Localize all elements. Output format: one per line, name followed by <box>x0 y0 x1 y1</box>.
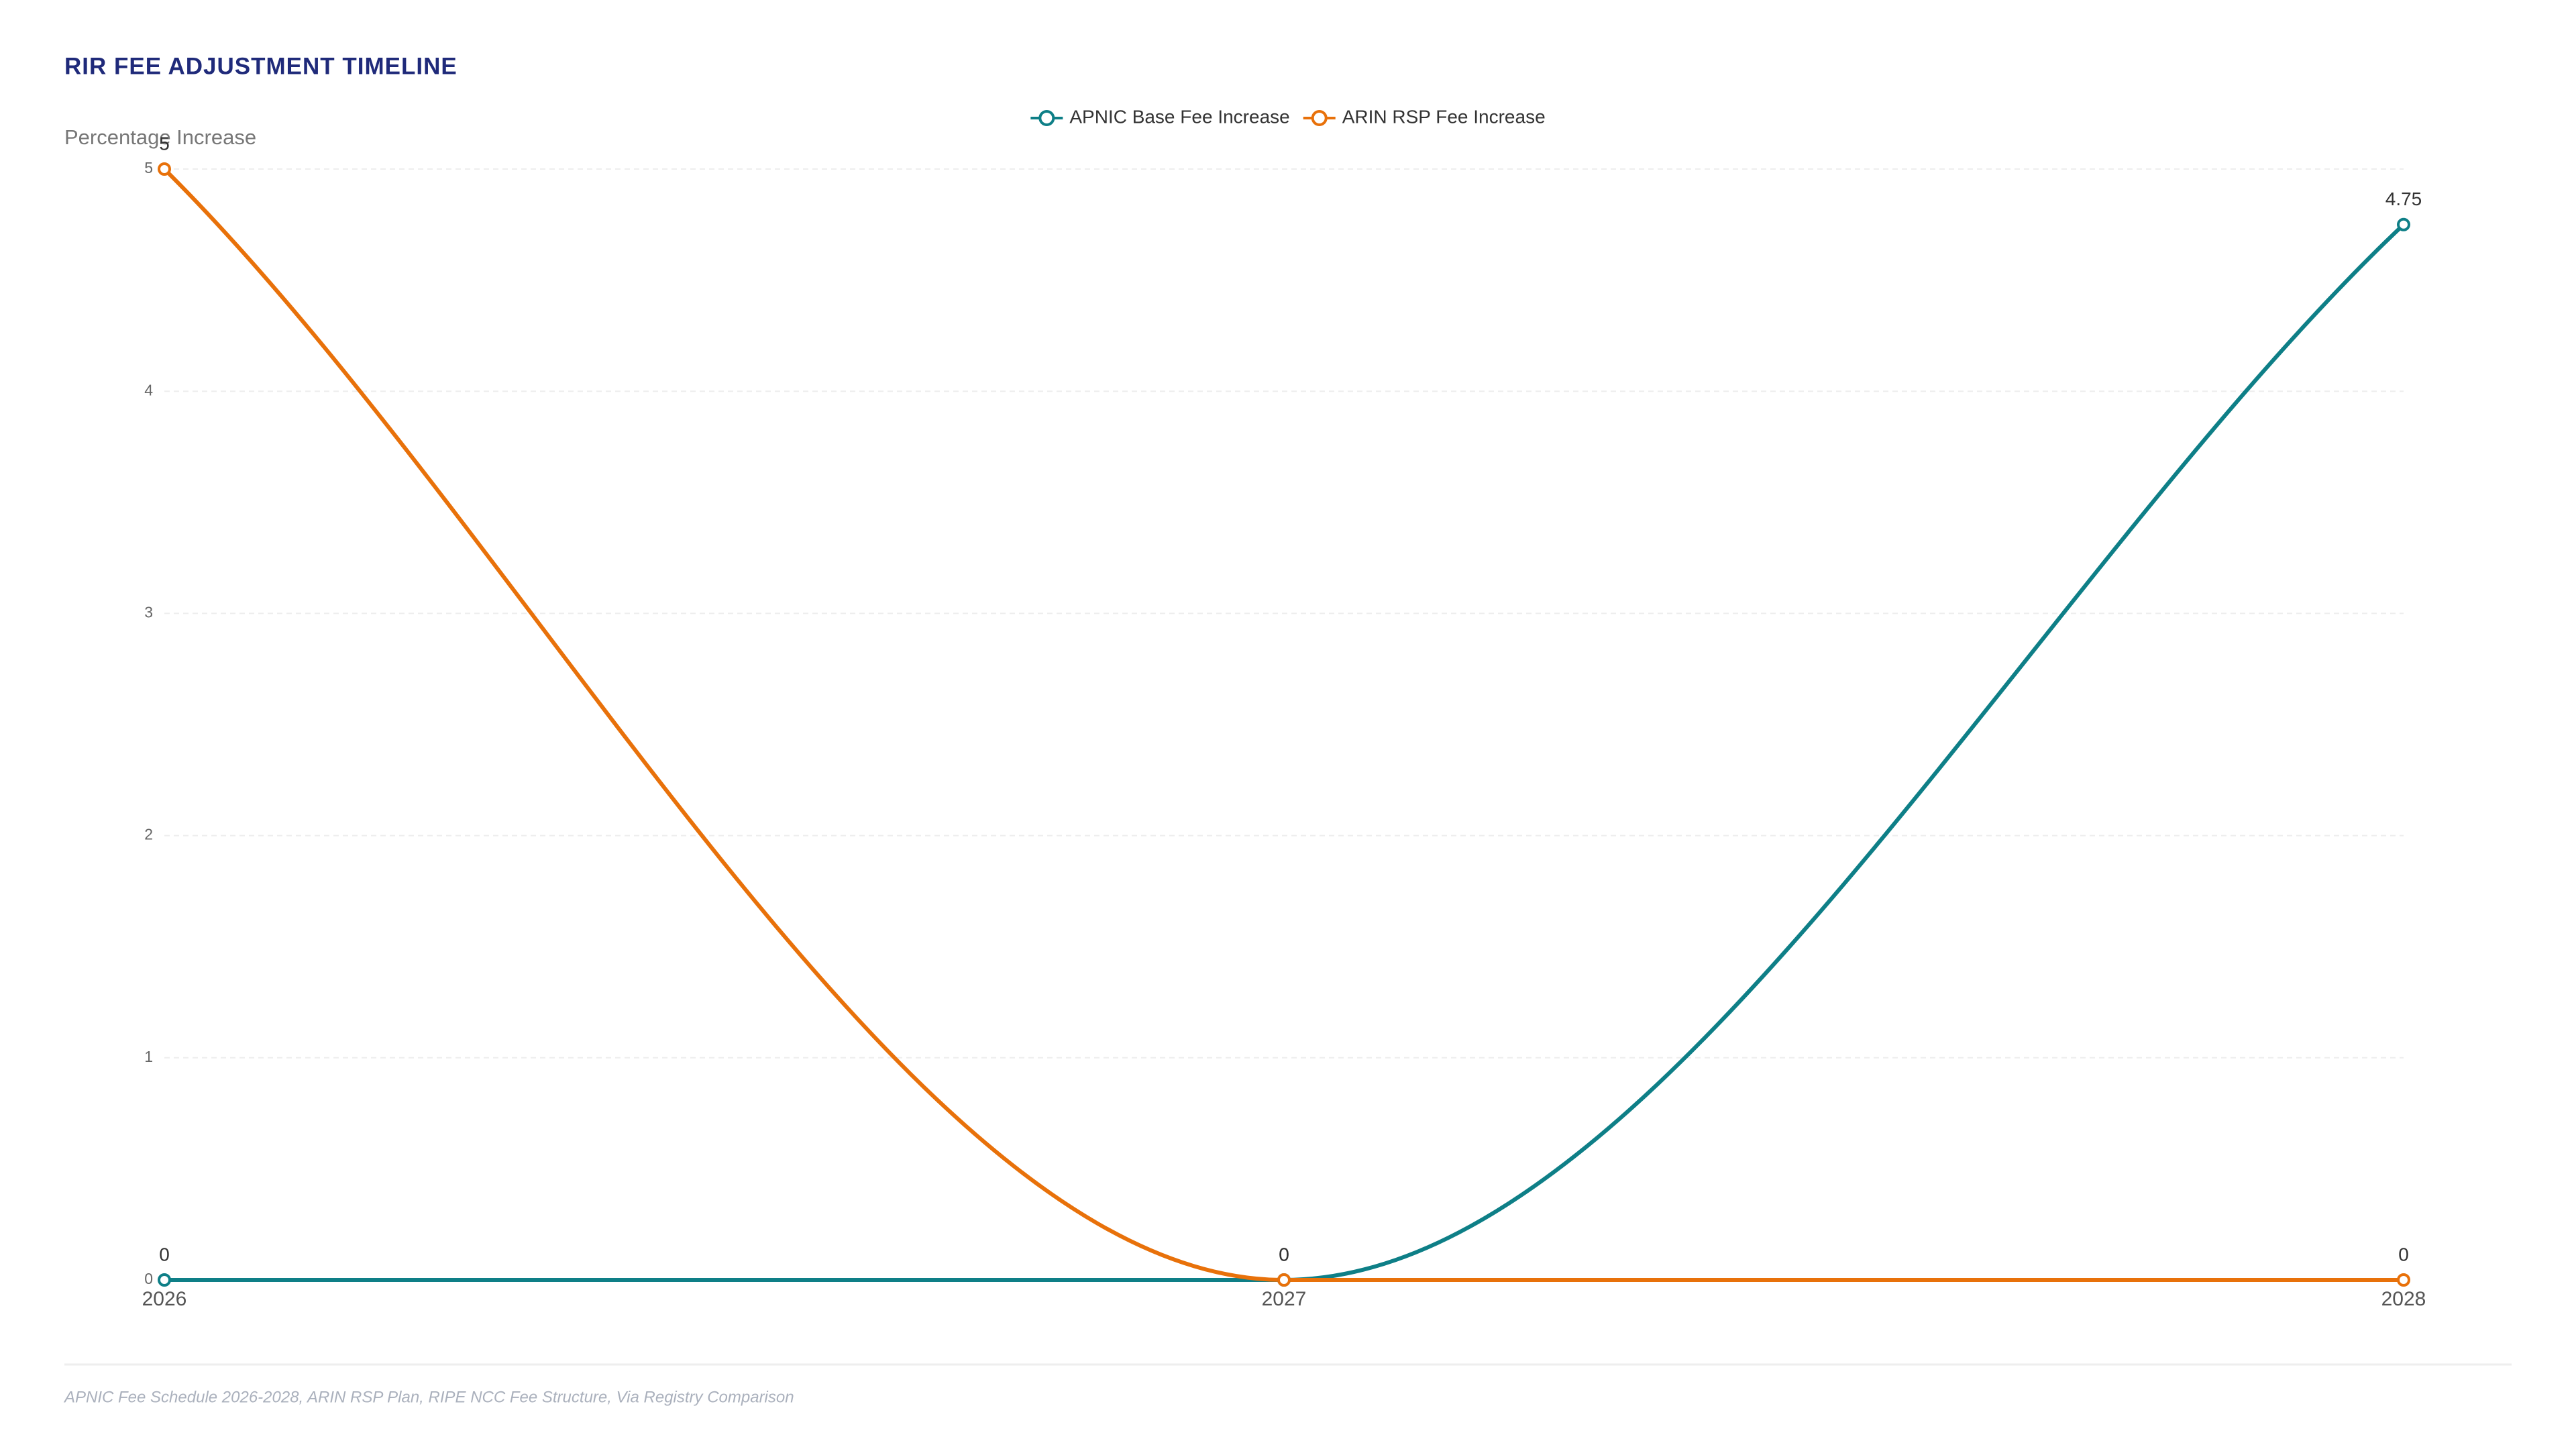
data-label: 0 <box>1279 1244 1289 1265</box>
source-note: APNIC Fee Schedule 2026-2028, ARIN RSP P… <box>63 1388 794 1406</box>
data-label: 4.75 <box>2385 189 2422 209</box>
legend-item: APNIC Base Fee Increase <box>1030 106 1290 127</box>
legend-label: APNIC Base Fee Increase <box>1069 106 1289 127</box>
legend-label: ARIN RSP Fee Increase <box>1342 106 1546 127</box>
data-label: 0 <box>159 1244 170 1265</box>
point-marker <box>2397 1273 2410 1287</box>
y-axis-label: Percentage Increase <box>64 125 256 149</box>
point-marker <box>158 1273 171 1287</box>
series-line <box>164 223 2406 1283</box>
legend-item: ARIN RSP Fee Increase <box>1303 106 1546 127</box>
data-label: 0 <box>1279 1244 1289 1265</box>
y-tick-label: 3 <box>144 603 153 621</box>
data-label: 5 <box>159 133 170 154</box>
point-marker <box>1277 1273 1291 1287</box>
y-tick-label: 0 <box>144 1270 153 1287</box>
x-tick-label: 2028 <box>2381 1288 2426 1310</box>
data-label: 0 <box>2398 1244 2409 1265</box>
legend-swatch-marker <box>1038 110 1055 126</box>
y-tick-label: 5 <box>144 159 153 176</box>
legend-swatch-marker <box>1311 110 1328 126</box>
y-tick-label: 2 <box>144 826 153 843</box>
y-tick-label: 1 <box>144 1048 153 1065</box>
point-marker <box>2397 217 2410 231</box>
chart-title: RIR FEE ADJUSTMENT TIMELINE <box>64 53 458 79</box>
series-line <box>162 167 2404 1283</box>
x-tick-label: 2026 <box>142 1288 187 1310</box>
x-tick-label: 2027 <box>1262 1288 1307 1310</box>
point-marker <box>158 162 171 176</box>
y-tick-label: 4 <box>144 381 153 398</box>
